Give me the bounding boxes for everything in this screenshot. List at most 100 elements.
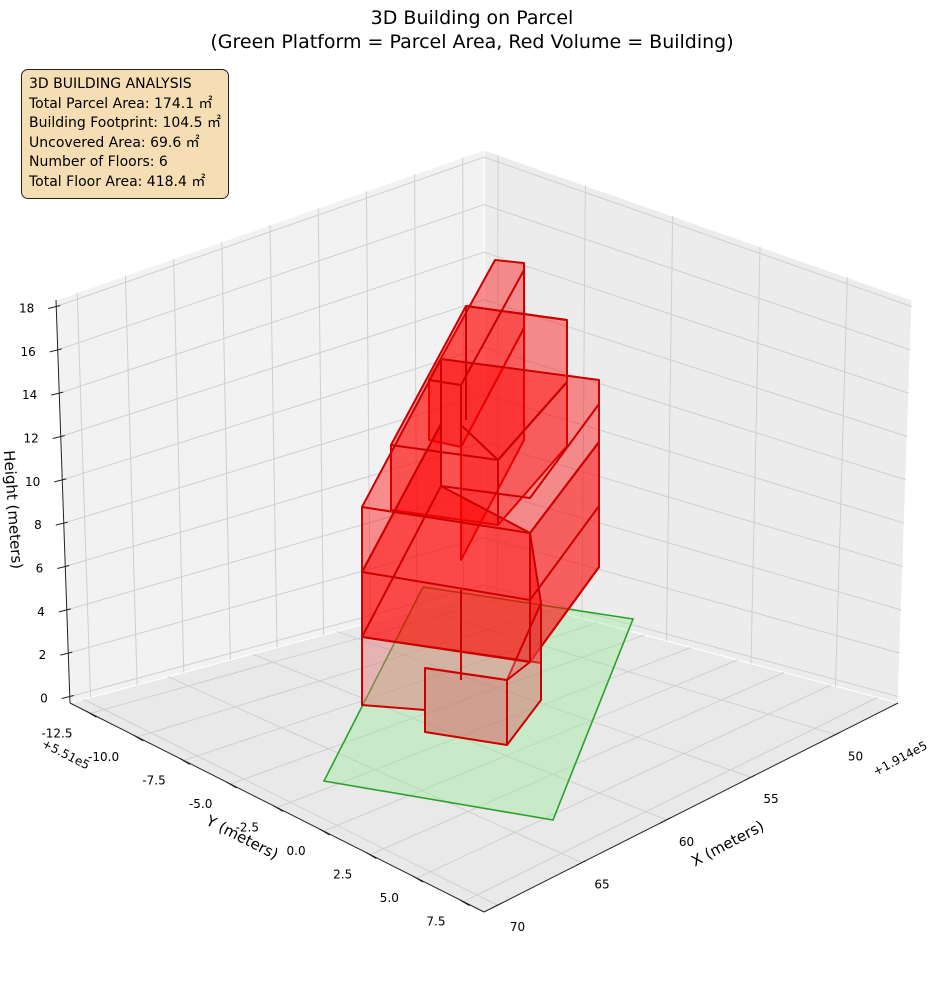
x-tick: [660, 817, 671, 824]
chart-title-line1: 3D Building on Parcel: [370, 7, 574, 29]
info-heading: 3D BUILDING ANALYSIS: [29, 76, 192, 92]
y-gridline: [124, 275, 138, 686]
x-tick: [829, 732, 840, 739]
z-gridline: [60, 299, 908, 437]
z-tick: [51, 391, 64, 396]
x-tick-label: 70: [510, 920, 525, 934]
z-tick: [60, 651, 73, 656]
y-tick: [412, 875, 424, 883]
z-tick-label: 18: [19, 302, 34, 316]
z-tick: [57, 565, 70, 569]
y-floor-gridline: [90, 597, 505, 714]
y-tick-label: -5.0: [189, 797, 212, 811]
y-floor-gridline: [136, 609, 552, 738]
x-gridline: [834, 277, 848, 687]
z-axis-label: Height (meters): [0, 450, 26, 570]
building-face: [424, 667, 508, 746]
z-tick: [49, 348, 62, 353]
z-tick-label: 4: [37, 605, 45, 619]
y-gridline: [221, 241, 231, 661]
z-axis-line: [55, 299, 71, 704]
y-tick-label: 7.5: [426, 915, 445, 929]
axis-panes: [55, 149, 913, 913]
z-gridline: [56, 156, 912, 307]
y-axis-ticks: -12.5 -10.0 -7.5 -5.0 -2.5 0.0 2.5 5.0 7.5: [41, 710, 470, 929]
z-tick-label: 8: [34, 518, 42, 532]
z-tick-label: 0: [40, 692, 48, 706]
floor-edge: [361, 485, 442, 638]
floor-edge: [390, 444, 499, 461]
z-tick: [61, 695, 74, 699]
z-tick-label: 16: [20, 345, 35, 359]
analysis-info-box: 3D BUILDING ANALYSIS Total Parcel Area: …: [21, 69, 229, 199]
y-floor-gridline: [416, 684, 832, 879]
info-line: Number of Floors: 6: [29, 154, 168, 171]
y-floor-gridline: [323, 659, 738, 832]
building-volume: [361, 259, 600, 746]
x-floor-gridline: [83, 698, 498, 906]
y-offset-label: +5.51e5: [40, 736, 93, 772]
x-tick: [744, 774, 756, 781]
z-gridline: [69, 584, 899, 697]
z-gridline: [62, 346, 906, 481]
z-tick: [54, 478, 67, 483]
y-tick-label: 0.0: [287, 844, 306, 858]
y-tick-label: 5.0: [380, 891, 399, 905]
y-tick: [272, 805, 284, 812]
x-tick-label: 50: [848, 750, 863, 764]
y-tick-label: -12.5: [41, 726, 72, 740]
y-tick-label: -10.0: [88, 750, 119, 764]
y-gridline: [269, 224, 278, 648]
x-floor-gridline: [421, 608, 836, 736]
y-floor-gridline: [463, 697, 878, 903]
y-floor-gridline: [183, 622, 598, 761]
chart-title: 3D Building on Parcel (Green Platform = …: [0, 6, 944, 54]
z-gridline: [65, 441, 903, 567]
z-gridline: [57, 204, 911, 351]
z-tick-label: 14: [22, 388, 37, 402]
y-tick-label: -2.5: [236, 821, 259, 835]
y-tick: [226, 781, 237, 789]
x-gridline: [665, 216, 674, 641]
y-floor-gridline: [370, 672, 785, 856]
y-gridline: [173, 258, 185, 673]
z-gridline: [59, 251, 909, 394]
y-gridline: [365, 191, 371, 623]
z-tick-label: 10: [25, 475, 40, 489]
z-tick-label: 12: [23, 432, 38, 446]
x-axis-ticks: 50 55 60 65 70: [491, 732, 863, 934]
x-gridline: [581, 185, 586, 619]
x-floor-gridline: [167, 676, 583, 863]
z-gridline: [68, 536, 900, 654]
x-axis-line: [483, 702, 899, 913]
y-tick: [179, 757, 191, 765]
y-tick: [86, 710, 97, 718]
floor-edge: [460, 381, 568, 461]
y-tick: [459, 899, 470, 907]
x-axis-label: X (meters): [688, 817, 767, 870]
floor-edge: [361, 423, 442, 573]
info-line: Uncovered Area: 69.6 ㎡: [29, 134, 200, 151]
info-line: Total Floor Area: 418.4 ㎡: [29, 173, 206, 190]
z-gridline: [63, 394, 905, 524]
z-tick-label: 2: [39, 648, 47, 662]
y-gridline: [414, 174, 418, 611]
z-tick-label: 6: [36, 562, 44, 576]
y-tick-label: -7.5: [142, 773, 165, 787]
grid-lines: [56, 154, 912, 906]
y-tick: [132, 734, 144, 742]
info-line: Building Footprint: 104.5 ㎡: [29, 115, 222, 132]
x-tick-label: 60: [679, 835, 694, 849]
z-tick: [55, 521, 68, 526]
info-line: Total Parcel Area: 174.1 ㎡: [29, 95, 213, 112]
x-tick-label: 55: [763, 792, 778, 806]
y-tick: [319, 828, 330, 836]
x-offset-label: +1.914e5: [871, 738, 930, 778]
z-tick: [52, 435, 65, 439]
floor-edge: [440, 403, 600, 499]
y-tick-label: 2.5: [333, 868, 352, 882]
x-tick: [491, 902, 502, 909]
x-tick-label: 65: [594, 878, 609, 892]
z-gridline: [66, 489, 902, 611]
